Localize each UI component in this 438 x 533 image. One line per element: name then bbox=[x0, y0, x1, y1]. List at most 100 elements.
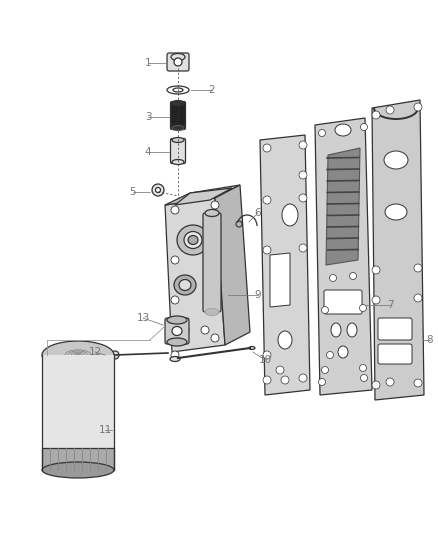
Polygon shape bbox=[270, 253, 290, 307]
FancyBboxPatch shape bbox=[378, 318, 412, 340]
Polygon shape bbox=[372, 100, 424, 400]
Circle shape bbox=[211, 334, 219, 342]
Circle shape bbox=[263, 376, 271, 384]
Circle shape bbox=[414, 294, 422, 302]
Circle shape bbox=[414, 264, 422, 272]
Circle shape bbox=[211, 201, 219, 209]
Circle shape bbox=[299, 194, 307, 202]
Ellipse shape bbox=[170, 357, 180, 361]
Polygon shape bbox=[215, 185, 250, 345]
Circle shape bbox=[321, 306, 328, 313]
Ellipse shape bbox=[205, 209, 219, 216]
Ellipse shape bbox=[167, 316, 187, 324]
Circle shape bbox=[201, 326, 209, 334]
Ellipse shape bbox=[177, 225, 209, 255]
Circle shape bbox=[372, 266, 380, 274]
FancyBboxPatch shape bbox=[203, 213, 221, 312]
Circle shape bbox=[263, 246, 271, 254]
Circle shape bbox=[152, 184, 164, 196]
Circle shape bbox=[360, 304, 367, 311]
FancyBboxPatch shape bbox=[170, 139, 186, 164]
Polygon shape bbox=[165, 198, 225, 352]
Circle shape bbox=[181, 326, 189, 334]
Ellipse shape bbox=[179, 279, 191, 290]
Ellipse shape bbox=[278, 331, 292, 349]
Circle shape bbox=[321, 367, 328, 374]
Text: 6: 6 bbox=[254, 208, 261, 218]
Circle shape bbox=[299, 141, 307, 149]
Polygon shape bbox=[42, 448, 114, 470]
Ellipse shape bbox=[167, 338, 187, 346]
Circle shape bbox=[155, 188, 160, 192]
Polygon shape bbox=[260, 135, 310, 395]
Text: 10: 10 bbox=[258, 355, 272, 365]
Polygon shape bbox=[165, 185, 240, 205]
Text: 8: 8 bbox=[427, 335, 433, 345]
Circle shape bbox=[111, 351, 119, 359]
Ellipse shape bbox=[172, 327, 182, 335]
FancyBboxPatch shape bbox=[378, 344, 412, 364]
Ellipse shape bbox=[188, 236, 198, 245]
Ellipse shape bbox=[347, 323, 357, 337]
Circle shape bbox=[360, 375, 367, 382]
Ellipse shape bbox=[338, 346, 348, 358]
Circle shape bbox=[326, 351, 333, 359]
Ellipse shape bbox=[282, 204, 298, 226]
Circle shape bbox=[329, 274, 336, 281]
Circle shape bbox=[276, 366, 284, 374]
FancyBboxPatch shape bbox=[324, 290, 362, 314]
Ellipse shape bbox=[184, 231, 202, 248]
Text: 7: 7 bbox=[387, 300, 393, 310]
Text: 12: 12 bbox=[88, 347, 102, 357]
Circle shape bbox=[171, 296, 179, 304]
Circle shape bbox=[174, 58, 182, 66]
Circle shape bbox=[299, 374, 307, 382]
Circle shape bbox=[350, 272, 357, 279]
Ellipse shape bbox=[173, 88, 183, 92]
Ellipse shape bbox=[42, 341, 114, 369]
Text: 11: 11 bbox=[99, 425, 112, 435]
Polygon shape bbox=[326, 148, 360, 265]
Ellipse shape bbox=[172, 159, 184, 165]
Circle shape bbox=[299, 171, 307, 179]
Circle shape bbox=[171, 206, 179, 214]
Ellipse shape bbox=[172, 125, 184, 131]
FancyBboxPatch shape bbox=[167, 53, 189, 71]
Circle shape bbox=[414, 379, 422, 387]
Text: 2: 2 bbox=[208, 85, 215, 95]
Ellipse shape bbox=[174, 275, 196, 295]
Circle shape bbox=[171, 351, 179, 359]
FancyBboxPatch shape bbox=[165, 318, 189, 344]
Text: 9: 9 bbox=[254, 290, 261, 300]
Text: 13: 13 bbox=[136, 313, 150, 323]
Ellipse shape bbox=[108, 353, 116, 357]
Circle shape bbox=[171, 336, 179, 344]
Ellipse shape bbox=[42, 462, 114, 478]
Ellipse shape bbox=[172, 138, 184, 142]
Circle shape bbox=[318, 378, 325, 385]
Ellipse shape bbox=[385, 204, 407, 220]
Circle shape bbox=[386, 106, 394, 114]
Ellipse shape bbox=[331, 323, 341, 337]
Ellipse shape bbox=[249, 346, 255, 350]
FancyBboxPatch shape bbox=[170, 101, 186, 130]
Circle shape bbox=[281, 376, 289, 384]
Circle shape bbox=[263, 351, 271, 359]
Ellipse shape bbox=[384, 151, 408, 169]
Circle shape bbox=[263, 196, 271, 204]
Polygon shape bbox=[42, 355, 114, 470]
Circle shape bbox=[372, 111, 380, 119]
Text: 5: 5 bbox=[130, 187, 136, 197]
Polygon shape bbox=[315, 118, 372, 395]
Circle shape bbox=[414, 103, 422, 111]
Polygon shape bbox=[175, 188, 232, 205]
Text: 3: 3 bbox=[145, 112, 151, 122]
Circle shape bbox=[318, 130, 325, 136]
Circle shape bbox=[299, 244, 307, 252]
Circle shape bbox=[372, 381, 380, 389]
Circle shape bbox=[360, 124, 367, 131]
Text: 1: 1 bbox=[145, 58, 151, 68]
Circle shape bbox=[171, 256, 179, 264]
Circle shape bbox=[263, 144, 271, 152]
Ellipse shape bbox=[205, 309, 219, 316]
